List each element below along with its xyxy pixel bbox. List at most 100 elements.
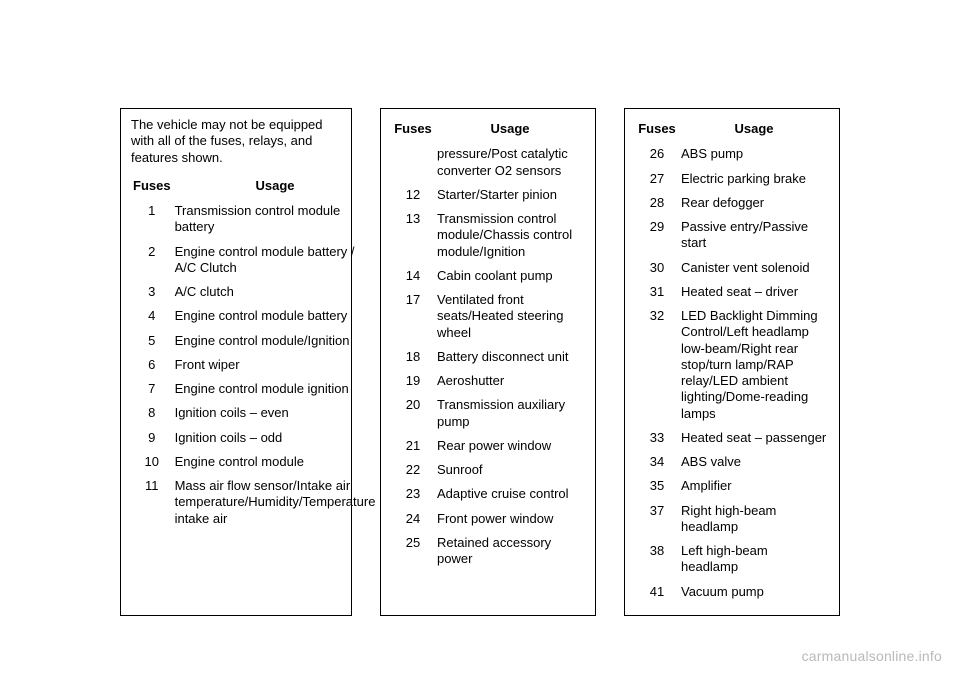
table-row: 12Starter/Starter pinion: [391, 184, 585, 208]
fuse-usage: LED Backlight Dimming Control/Left headl…: [679, 305, 829, 427]
fuse-number: 12: [391, 184, 435, 208]
fuse-usage: Mass air flow sensor/Intake air temperat…: [173, 475, 378, 532]
fuse-number: 10: [131, 451, 173, 475]
table-body-2: pressure/Post catalytic converter O2 sen…: [391, 143, 585, 572]
page: The vehicle may not be equipped with all…: [0, 0, 960, 678]
column-2: Fuses Usage pressure/Post catalytic conv…: [380, 108, 596, 616]
table-row: 41Vacuum pump: [635, 581, 829, 605]
table-row: 33Heated seat – passenger: [635, 427, 829, 451]
fuse-number: [391, 143, 435, 184]
table-row: 10Engine control module: [131, 451, 377, 475]
fuse-number: 31: [635, 281, 679, 305]
table-row: 6Front wiper: [131, 354, 377, 378]
fuse-number: 4: [131, 305, 173, 329]
fuse-number: 38: [635, 540, 679, 581]
table-row: 29Passive entry/Passive start: [635, 216, 829, 257]
table-row: 5Engine control module/Ignition: [131, 330, 377, 354]
fuse-usage: A/C clutch: [173, 281, 378, 305]
fuse-number: 9: [131, 427, 173, 451]
fuse-usage: Electric parking brake: [679, 168, 829, 192]
fuse-usage: Engine control module battery: [173, 305, 378, 329]
table-row: 25Retained accessory power: [391, 532, 585, 573]
fuse-usage: Ventilated front seats/Heated steering w…: [435, 289, 585, 346]
header-usage: Usage: [679, 117, 829, 143]
fuse-number: 14: [391, 265, 435, 289]
fuse-usage: Left high-beam headlamp: [679, 540, 829, 581]
fuse-number: 18: [391, 346, 435, 370]
table-row: 3A/C clutch: [131, 281, 377, 305]
table-row: 20Transmission auxiliary pump: [391, 394, 585, 435]
header-usage: Usage: [173, 174, 378, 200]
fuse-number: 23: [391, 483, 435, 507]
table-row: 30Canister vent solenoid: [635, 257, 829, 281]
fuse-usage: Transmission auxiliary pump: [435, 394, 585, 435]
fuse-number: 33: [635, 427, 679, 451]
fuse-number: 28: [635, 192, 679, 216]
table-row: pressure/Post catalytic converter O2 sen…: [391, 143, 585, 184]
fuse-number: 25: [391, 532, 435, 573]
table-row: 38Left high-beam headlamp: [635, 540, 829, 581]
fuse-usage: Aeroshutter: [435, 370, 585, 394]
fuse-number: 3: [131, 281, 173, 305]
fuse-usage: Amplifier: [679, 475, 829, 499]
fuse-usage: ABS valve: [679, 451, 829, 475]
header-fuses: Fuses: [391, 117, 435, 143]
header-usage: Usage: [435, 117, 585, 143]
table-row: 7Engine control module ignition: [131, 378, 377, 402]
table-row: 9Ignition coils – odd: [131, 427, 377, 451]
header-fuses: Fuses: [635, 117, 679, 143]
table-row: 34ABS valve: [635, 451, 829, 475]
fuse-usage: Rear power window: [435, 435, 585, 459]
table-header-row: Fuses Usage: [131, 174, 377, 200]
table-row: 26ABS pump: [635, 143, 829, 167]
fuse-number: 1: [131, 200, 173, 241]
fuse-usage: Starter/Starter pinion: [435, 184, 585, 208]
fuse-number: 20: [391, 394, 435, 435]
fuse-number: 37: [635, 500, 679, 541]
fuse-usage: ABS pump: [679, 143, 829, 167]
columns-wrapper: The vehicle may not be equipped with all…: [0, 0, 960, 616]
fuse-usage: pressure/Post catalytic converter O2 sen…: [435, 143, 585, 184]
table-row: 31Heated seat – driver: [635, 281, 829, 305]
fuse-usage: Right high-beam headlamp: [679, 500, 829, 541]
fuse-usage: Rear defogger: [679, 192, 829, 216]
fuse-usage: Vacuum pump: [679, 581, 829, 605]
table-row: 32LED Backlight Dimming Control/Left hea…: [635, 305, 829, 427]
table-row: 11Mass air flow sensor/Intake air temper…: [131, 475, 377, 532]
table-row: 17Ventilated front seats/Heated steering…: [391, 289, 585, 346]
fuse-usage: Canister vent solenoid: [679, 257, 829, 281]
fuse-usage: Battery disconnect unit: [435, 346, 585, 370]
table-body-3: 26ABS pump27Electric parking brake28Rear…: [635, 143, 829, 605]
fuse-table-2: Fuses Usage pressure/Post catalytic conv…: [391, 117, 585, 572]
fuse-usage: Cabin coolant pump: [435, 265, 585, 289]
fuse-usage: Front wiper: [173, 354, 378, 378]
fuse-usage: Engine control module battery / A/C Clut…: [173, 241, 378, 282]
fuse-number: 13: [391, 208, 435, 265]
table-row: 28Rear defogger: [635, 192, 829, 216]
fuse-number: 11: [131, 475, 173, 532]
fuse-number: 32: [635, 305, 679, 427]
table-row: 27Electric parking brake: [635, 168, 829, 192]
fuse-usage: Engine control module/Ignition: [173, 330, 378, 354]
table-row: 4Engine control module battery: [131, 305, 377, 329]
table-row: 13Transmission control module/Chassis co…: [391, 208, 585, 265]
fuse-number: 35: [635, 475, 679, 499]
fuse-usage: Heated seat – passenger: [679, 427, 829, 451]
fuse-usage: Passive entry/Passive start: [679, 216, 829, 257]
fuse-number: 22: [391, 459, 435, 483]
fuse-usage: Sunroof: [435, 459, 585, 483]
fuse-number: 7: [131, 378, 173, 402]
fuse-table-1: Fuses Usage 1Transmission control module…: [131, 174, 377, 532]
fuse-number: 30: [635, 257, 679, 281]
table-header-row: Fuses Usage: [391, 117, 585, 143]
table-row: 19Aeroshutter: [391, 370, 585, 394]
column-3: Fuses Usage 26ABS pump27Electric parking…: [624, 108, 840, 616]
header-fuses: Fuses: [131, 174, 173, 200]
table-row: 14Cabin coolant pump: [391, 265, 585, 289]
fuse-usage: Front power window: [435, 508, 585, 532]
intro-text: The vehicle may not be equipped with all…: [131, 117, 341, 166]
fuse-usage: Engine control module ignition: [173, 378, 378, 402]
fuse-usage: Transmission control module battery: [173, 200, 378, 241]
table-row: 1Transmission control module battery: [131, 200, 377, 241]
table-header-row: Fuses Usage: [635, 117, 829, 143]
